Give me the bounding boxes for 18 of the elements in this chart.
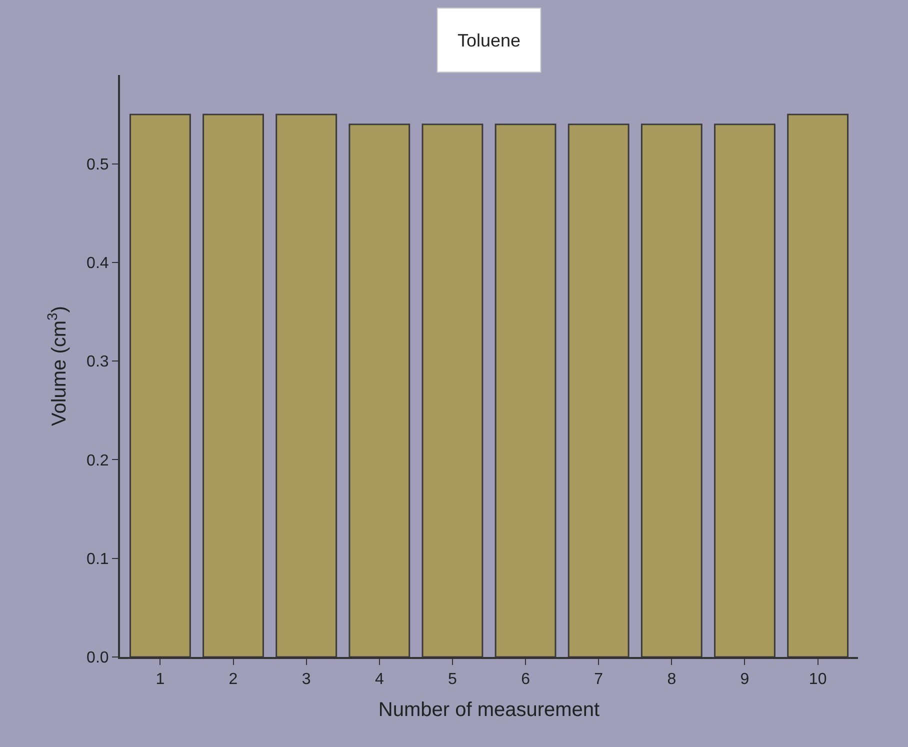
y-tick-label: 0.5 (86, 156, 109, 174)
x-axis-title: Number of measurement (378, 699, 600, 722)
x-tick-label: 8 (667, 671, 676, 688)
x-tick-label: 9 (740, 671, 750, 688)
y-tick-label: 0.2 (86, 452, 109, 470)
y-tick-label: 0.0 (86, 650, 109, 667)
x-tick-label: 2 (228, 671, 238, 688)
x-tick-label: 6 (521, 671, 530, 688)
x-tick-label: 3 (302, 671, 311, 688)
chart-title: Toluene (457, 30, 521, 51)
y-tick-label: 0.3 (86, 354, 109, 371)
x-tick-label: 5 (448, 671, 458, 688)
x-tick-label: 10 (808, 671, 827, 688)
x-tick-label: 7 (594, 671, 604, 688)
y-tick-label: 0.1 (86, 550, 109, 568)
x-tick-label: 1 (156, 671, 165, 688)
y-tick-label: 0.4 (86, 255, 109, 272)
x-tick-label: 4 (374, 671, 384, 688)
